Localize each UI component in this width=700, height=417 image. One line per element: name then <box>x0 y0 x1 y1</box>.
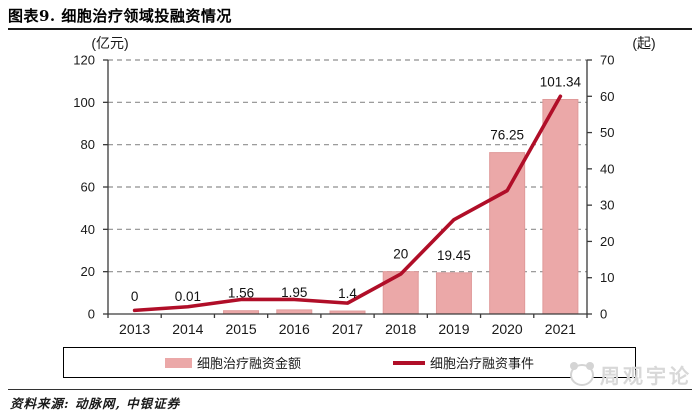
right-axis-unit-label: (起) <box>632 35 656 51</box>
right-tick-label: 0 <box>600 307 607 322</box>
footer-divider <box>8 389 692 390</box>
right-tick-label: 10 <box>600 270 614 285</box>
left-tick-label: 40 <box>81 222 95 237</box>
chart-plot: 0 20 40 60 80 100 120 0 10 20 30 40 50 60 70 2013 2014 20… <box>73 53 614 338</box>
right-tick-label: 40 <box>600 161 614 176</box>
left-tick-label: 0 <box>88 307 95 322</box>
bar-2019 <box>435 272 472 315</box>
bar-value-label: 0.01 <box>175 289 201 304</box>
left-tick-label: 100 <box>73 95 95 110</box>
x-axis-label: 2020 <box>492 321 523 337</box>
source-note: 资料来源: 动脉网, 中银证券 <box>10 396 181 411</box>
bar-value-label: 1.95 <box>281 285 307 300</box>
right-tick-label: 60 <box>600 89 614 104</box>
bar-value-label: 19.45 <box>437 248 471 263</box>
bar-value-label: 0 <box>131 289 139 304</box>
x-axis-label: 2016 <box>279 321 310 337</box>
x-axis-label: 2014 <box>172 321 203 337</box>
left-axis-unit-label: (亿元) <box>91 35 129 51</box>
x-axis-label: 2017 <box>332 321 363 337</box>
right-tick-label: 20 <box>600 234 614 249</box>
figure-title: 图表9. 细胞治疗领域投融资情况 <box>8 7 232 25</box>
bar-2021 <box>542 98 579 315</box>
legend-item-events: 细胞治疗融资事件 <box>393 353 534 372</box>
x-axis-label: 2015 <box>225 321 256 337</box>
bar-value-label: 76.25 <box>490 128 524 143</box>
x-axis-label: 2021 <box>545 321 576 337</box>
line-swatch-icon <box>393 360 425 365</box>
bar-value-label: 101.34 <box>540 74 582 89</box>
bar-2018 <box>382 271 419 315</box>
legend-label-events: 细胞治疗融资事件 <box>430 356 535 371</box>
bar-value-label: 1.4 <box>338 286 357 301</box>
right-tick-label: 50 <box>600 125 614 140</box>
legend-item-amount: 细胞治疗融资金额 <box>164 353 301 372</box>
right-tick-label: 30 <box>600 198 614 213</box>
bar-value-label: 20 <box>393 247 408 262</box>
x-axis-label: 2019 <box>438 321 469 337</box>
legend: 细胞治疗融资金额 细胞治疗融资事件 <box>63 347 636 378</box>
bar-2020 <box>489 152 526 315</box>
legend-label-amount: 细胞治疗融资金额 <box>196 356 301 371</box>
bar-value-label: 1.56 <box>228 286 254 301</box>
x-axis-label: 2013 <box>119 321 150 337</box>
left-tick-label: 20 <box>81 264 95 279</box>
left-tick-label: 80 <box>81 137 95 152</box>
line-series <box>132 94 563 313</box>
left-tick-label: 60 <box>81 180 95 195</box>
x-axis-label: 2018 <box>385 321 416 337</box>
right-tick-label: 70 <box>600 53 614 68</box>
title-divider <box>8 28 692 30</box>
bar-swatch-icon <box>164 357 192 368</box>
left-tick-label: 120 <box>73 53 95 68</box>
